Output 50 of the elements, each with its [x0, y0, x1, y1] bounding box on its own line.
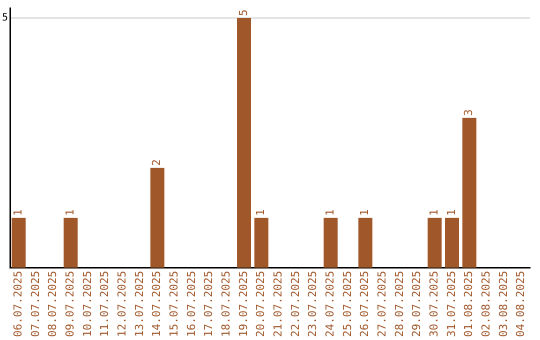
x-tick-label: 06.07.2025	[12, 270, 25, 338]
x-tick-label: 24.07.2025	[324, 270, 337, 338]
bar	[254, 218, 268, 268]
bar	[445, 218, 459, 268]
x-tick-label: 27.07.2025	[376, 270, 389, 338]
x-tick-label: 20.07.2025	[254, 270, 268, 338]
x-tick-label: 17.07.2025	[202, 270, 216, 338]
data-label: 1	[12, 209, 25, 216]
x-tick-label: 04.08.2025	[514, 270, 528, 338]
data-label: 1	[324, 209, 337, 216]
bar	[462, 118, 476, 268]
x-tick-label: 15.07.2025	[168, 270, 181, 338]
x-tick-label: 22.07.2025	[288, 270, 302, 338]
bar	[428, 218, 442, 268]
x-tick-label: 30.07.2025	[428, 270, 441, 338]
bar	[237, 18, 252, 268]
data-label: 1	[254, 209, 268, 216]
x-tick-label: 16.07.2025	[184, 270, 198, 338]
x-tick-label: 09.07.2025	[64, 270, 77, 338]
x-tick-label: 11.07.2025	[98, 270, 112, 338]
bar	[64, 218, 78, 268]
bar	[150, 168, 164, 268]
x-tick-label: 23.07.2025	[306, 270, 320, 338]
data-label: 1	[428, 209, 441, 216]
data-label: 2	[150, 159, 164, 166]
x-tick-label: 12.07.2025	[116, 270, 129, 338]
x-tick-label: 01.08.2025	[462, 270, 476, 338]
bar	[324, 218, 338, 268]
data-label: 5	[236, 9, 250, 16]
x-tick-label: 31.07.2025	[444, 270, 458, 338]
x-tick-label: 28.07.2025	[392, 270, 406, 338]
data-label: 1	[358, 209, 372, 216]
x-tick-label: 08.07.2025	[46, 270, 60, 338]
data-label: 1	[64, 209, 77, 216]
bar	[358, 218, 372, 268]
x-tick-label: 03.08.2025	[496, 270, 510, 338]
x-tick-label: 26.07.2025	[358, 270, 372, 338]
x-tick-label: 07.07.2025	[28, 270, 42, 338]
x-tick-label: 21.07.2025	[272, 270, 285, 338]
x-tick-label: 14.07.2025	[150, 270, 164, 338]
data-label: 1	[444, 209, 458, 216]
x-tick-label: 02.08.2025	[480, 270, 493, 338]
data-label: 3	[462, 109, 476, 116]
x-tick-label: 19.07.2025	[236, 270, 250, 338]
bar	[12, 218, 26, 268]
x-tick-label: 13.07.2025	[132, 270, 146, 338]
x-tick-label: 18.07.2025	[220, 270, 233, 338]
x-tick-label: 25.07.2025	[340, 270, 354, 338]
x-tick-label: 29.07.2025	[410, 270, 424, 338]
x-tick-label: 10.07.2025	[80, 270, 94, 338]
